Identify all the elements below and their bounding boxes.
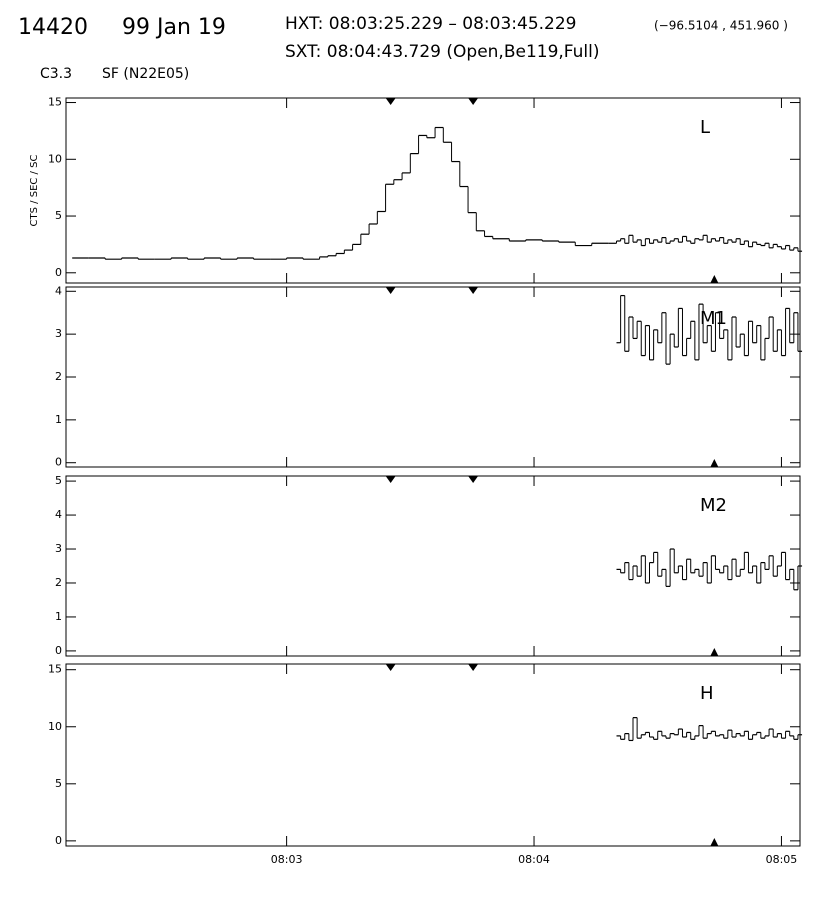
sxt-marker <box>710 648 719 656</box>
y-tick-label: 5 <box>55 209 62 222</box>
y-tick-label: 4 <box>55 508 62 521</box>
y-tick-label: 3 <box>55 327 62 340</box>
region: SF (N22E05) <box>102 66 189 82</box>
sxt-info: SXT: 08:04:43.729 (Open,Be119,Full) <box>285 42 600 62</box>
y-tick-label: 5 <box>55 474 62 487</box>
y-tick-label: 4 <box>55 284 62 297</box>
hxt-interval: HXT: 08:03:25.229 – 08:03:45.229 <box>285 14 577 34</box>
panel-label: L <box>700 117 710 138</box>
y-tick-label: 10 <box>48 720 62 733</box>
coords: (−96.5104 , 451.960 ) <box>654 19 788 33</box>
panel-frame <box>65 97 801 284</box>
hxt-marker <box>468 98 479 105</box>
hxt-marker <box>385 664 396 671</box>
sxt-marker <box>710 275 719 283</box>
hxt-marker <box>385 476 396 483</box>
event-number: 14420 <box>18 15 88 40</box>
y-tick-label: 2 <box>55 576 62 589</box>
hxt-marker <box>385 98 396 105</box>
y-tick-label: 1 <box>55 413 62 426</box>
x-tick-label: 08:03 <box>271 853 303 866</box>
y-tick-label: 5 <box>55 777 62 790</box>
y-tick-label: 0 <box>55 266 62 279</box>
y-tick-label: 10 <box>48 152 62 165</box>
y-tick-label: 15 <box>48 663 62 676</box>
y-tick-label: 0 <box>55 644 62 657</box>
sxt-marker <box>710 838 719 846</box>
x-tick-label: 08:04 <box>518 853 550 866</box>
sxt-marker <box>710 459 719 467</box>
y-tick-label: 2 <box>55 370 62 383</box>
y-tick-label: 3 <box>55 542 62 555</box>
x-tick-label: 08:05 <box>766 853 798 866</box>
y-tick-label: 1 <box>55 610 62 623</box>
panel-label: M1 <box>700 308 727 329</box>
y-tick-label: 15 <box>48 96 62 109</box>
y-tick-label: 0 <box>55 456 62 469</box>
hxt-marker <box>468 476 479 483</box>
panel-label: M2 <box>700 495 727 516</box>
y-tick-label: 0 <box>55 834 62 847</box>
hxt-marker <box>385 287 396 294</box>
panel-frame <box>65 663 801 847</box>
hxt-marker <box>468 664 479 671</box>
event-date: 99 Jan 19 <box>122 15 226 40</box>
panel-label: H <box>700 683 714 704</box>
hxt-marker <box>468 287 479 294</box>
y-axis-label: CTS / SEC / SC <box>29 155 40 227</box>
flare-class: C3.3 <box>40 66 72 82</box>
